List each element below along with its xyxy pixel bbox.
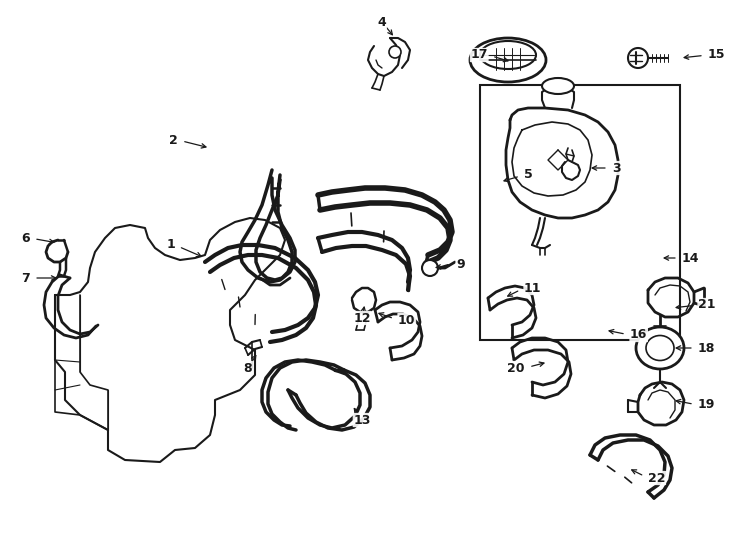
- Text: 22: 22: [648, 471, 666, 484]
- Circle shape: [389, 46, 401, 58]
- Text: 17: 17: [470, 49, 488, 62]
- Ellipse shape: [628, 48, 648, 68]
- Text: 20: 20: [507, 361, 525, 375]
- Text: 2: 2: [170, 133, 178, 146]
- Text: 5: 5: [524, 168, 533, 181]
- Text: 16: 16: [630, 328, 647, 341]
- Text: 18: 18: [698, 341, 716, 354]
- Text: 9: 9: [456, 259, 465, 272]
- Text: 4: 4: [377, 16, 386, 29]
- Text: 12: 12: [353, 312, 371, 325]
- Text: 7: 7: [21, 272, 30, 285]
- Text: 1: 1: [166, 239, 175, 252]
- Ellipse shape: [542, 78, 574, 94]
- Text: 15: 15: [708, 49, 725, 62]
- Circle shape: [422, 260, 438, 276]
- Ellipse shape: [470, 38, 546, 82]
- Text: 11: 11: [524, 281, 542, 294]
- Text: 21: 21: [698, 299, 716, 312]
- Bar: [480, 85, 680, 340]
- Text: 19: 19: [698, 399, 716, 411]
- Ellipse shape: [480, 41, 536, 69]
- Text: 10: 10: [398, 314, 415, 327]
- Text: 13: 13: [353, 414, 371, 427]
- Text: 3: 3: [612, 161, 621, 174]
- Ellipse shape: [646, 335, 674, 361]
- Text: 6: 6: [21, 232, 30, 245]
- Ellipse shape: [636, 327, 684, 369]
- Text: 14: 14: [682, 252, 700, 265]
- Text: 8: 8: [244, 361, 252, 375]
